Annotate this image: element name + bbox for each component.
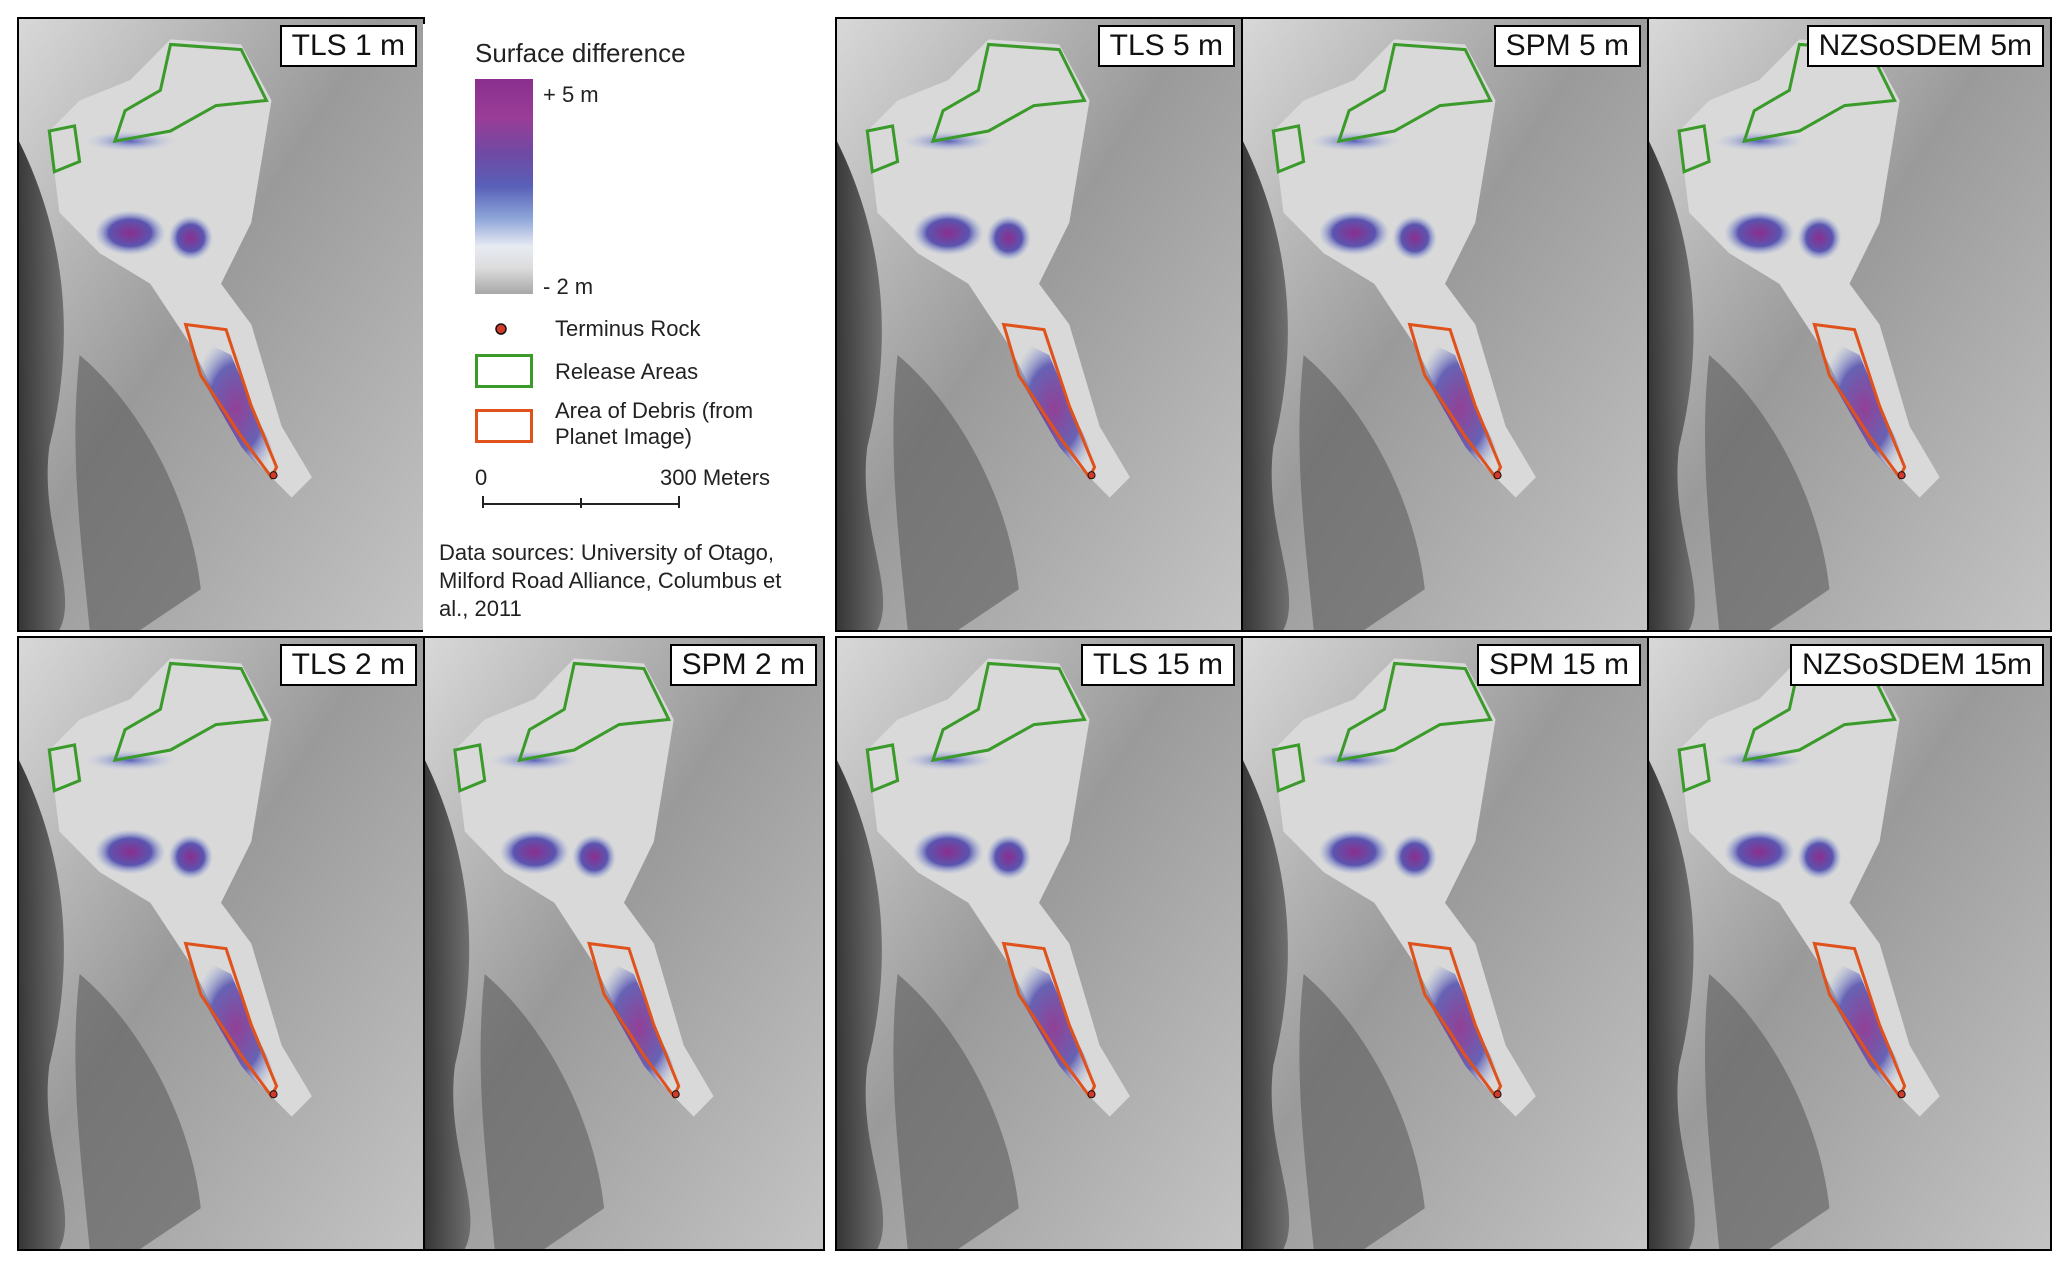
map-image [1649, 638, 2050, 1249]
panel-title: SPM 2 m [669, 644, 817, 686]
map-image [19, 19, 423, 630]
map-image [837, 638, 1241, 1249]
terminus-rock-icon [495, 323, 507, 335]
map-image [1243, 19, 1647, 630]
map-panel-spm-5m: SPM 5 m [1241, 17, 1649, 632]
map-panel-tls-15m: TLS 15 m [835, 636, 1243, 1251]
release-area-swatch [475, 354, 533, 388]
map-image [1243, 638, 1647, 1249]
legend-title: Surface difference [475, 38, 686, 68]
legend-release-label: Release Areas [555, 359, 699, 384]
map-image [425, 638, 823, 1249]
panel-title: TLS 1 m [279, 25, 417, 67]
legend: Surface difference + 5 m - 2 m Terminus … [423, 24, 823, 632]
sources-line-1: Data sources: University of Otago, [439, 540, 775, 565]
map-panel-spm-15m: SPM 15 m [1241, 636, 1649, 1251]
sources-line-3: al., 2011 [439, 596, 522, 621]
scale-start-label: 0 [475, 465, 488, 490]
data-sources: Data sources: University of Otago, Milfo… [439, 539, 819, 623]
map-image [19, 638, 423, 1249]
legend-debris-label-2: Planet Image) [555, 424, 692, 449]
map-panel-tls-1m: TLS 1 m [17, 17, 425, 632]
sources-line-2: Milford Road Alliance, Columbus et [439, 568, 782, 593]
map-panel-nzsosdem-15m: NZSoSDEM 15m [1647, 636, 2052, 1251]
debris-area-swatch [475, 409, 533, 443]
panel-title: TLS 5 m [1097, 25, 1235, 67]
map-panel-nzsosdem-5m: NZSoSDEM 5m [1647, 17, 2052, 632]
map-image [1649, 19, 2050, 630]
panel-title: SPM 15 m [1476, 644, 1641, 686]
legend-debris-label-1: Area of Debris (from [555, 398, 754, 423]
color-ramp [475, 79, 533, 294]
panel-title: TLS 15 m [1080, 644, 1235, 686]
scale-end-label: 300 Meters [660, 465, 771, 490]
panel-title: SPM 5 m [1493, 25, 1641, 67]
map-image [837, 19, 1241, 630]
legend-terminus-label: Terminus Rock [555, 316, 701, 341]
map-panel-spm-2m: SPM 2 m [423, 636, 825, 1251]
map-panel-tls-5m: TLS 5 m [835, 17, 1243, 632]
ramp-min-label: - 2 m [543, 274, 594, 299]
panel-title: TLS 2 m [279, 644, 417, 686]
map-panel-tls-2m: TLS 2 m [17, 636, 425, 1251]
panel-title: NZSoSDEM 15m [1789, 644, 2044, 686]
scale-bar [482, 496, 680, 508]
ramp-max-label: + 5 m [543, 82, 599, 107]
panel-title: NZSoSDEM 5m [1806, 25, 2044, 67]
